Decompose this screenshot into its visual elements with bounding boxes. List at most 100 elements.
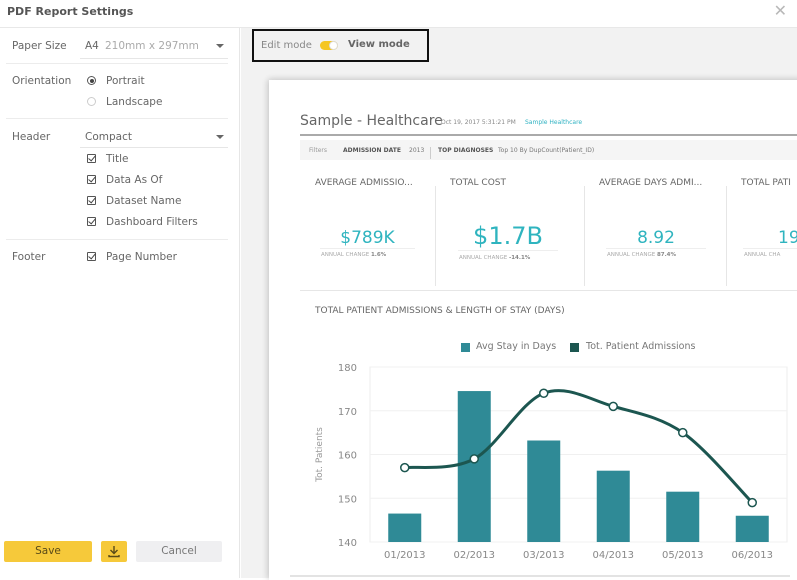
x-tick-label: 03/2013	[523, 550, 565, 561]
header-underline	[80, 147, 228, 148]
kpi-separator	[726, 186, 727, 286]
paper-size-select[interactable]: A4 210mm x 297mm	[80, 34, 228, 58]
chart-title: TOTAL PATIENT ADMISSIONS & LENGTH OF STA…	[315, 306, 565, 316]
y-tick-label: 160	[338, 451, 357, 462]
orientation-label: Orientation	[12, 75, 72, 87]
kpi-name: AVERAGE DAYS ADMI...	[599, 178, 703, 188]
x-tick-label: 04/2013	[592, 550, 634, 561]
y-tick-label: 140	[338, 538, 357, 549]
kpi-name: TOTAL PATI	[741, 178, 791, 188]
line-point	[400, 462, 410, 473]
mode-switch-highlight	[252, 29, 429, 62]
x-tick-label: 02/2013	[453, 550, 495, 561]
y-tick-label: 180	[338, 363, 357, 374]
chart-bottom-rule	[290, 575, 790, 577]
bar	[596, 470, 630, 542]
kpi-rule	[606, 248, 706, 249]
dialog-titlebar: PDF Report Settings ✕	[0, 0, 797, 28]
kpi-change: ANNUAL CHANGE 87.4%	[607, 252, 677, 258]
line-point	[747, 497, 757, 508]
divider	[6, 118, 228, 119]
header-select-value: Compact	[85, 131, 132, 143]
kpi-value: 19	[778, 228, 797, 248]
edit-mode-label: Edit mode	[261, 40, 312, 51]
bar	[666, 491, 700, 542]
y-axis-label: Tot. Patients	[315, 427, 325, 483]
data-as-of-checkbox[interactable]	[87, 175, 96, 184]
page-number-checkbox[interactable]	[87, 252, 96, 261]
title-rule	[300, 134, 797, 136]
filter-name: TOP DIAGNOSES	[438, 147, 494, 154]
dashboard-filters-label: Dashboard Filters	[106, 216, 198, 228]
filters-label: Filters	[309, 147, 327, 154]
dialog-title: PDF Report Settings	[7, 5, 134, 18]
admissions-line	[404, 389, 754, 504]
y-tick-label: 150	[338, 494, 357, 505]
legend-swatch-avg-stay	[461, 343, 470, 352]
x-tick-label: 05/2013	[662, 550, 704, 561]
portrait-radio[interactable]	[87, 76, 96, 85]
kpi-value: $1.7B	[473, 222, 543, 250]
kpi-rule	[320, 248, 415, 249]
landscape-radio[interactable]	[87, 97, 96, 106]
kpi-separator	[435, 186, 436, 286]
bar	[527, 440, 561, 542]
paper-size-dimensions: 210mm x 297mm	[105, 40, 199, 52]
filter-value: Top 10 By DupCount(Patient_ID)	[498, 147, 595, 154]
line-point	[539, 388, 549, 398]
kpi-divider	[300, 290, 797, 291]
bar	[735, 515, 769, 542]
kpi-rule	[458, 250, 558, 251]
dataset-name-checkbox[interactable]	[87, 196, 96, 205]
dashboard-filters-checkbox[interactable]	[87, 217, 96, 226]
x-tick-label: 01/2013	[384, 550, 426, 561]
kpi-name: TOTAL COST	[450, 178, 506, 188]
mode-toggle[interactable]	[320, 41, 338, 50]
divider	[6, 63, 228, 64]
legend-swatch-admissions	[570, 343, 579, 352]
filter-value: 2013	[409, 147, 425, 154]
paper-size-underline	[80, 58, 228, 59]
footer-label: Footer	[12, 251, 46, 263]
view-mode-label: View mode	[348, 39, 410, 50]
download-button[interactable]	[101, 541, 127, 562]
header-label: Header	[12, 131, 51, 143]
landscape-label: Landscape	[106, 96, 163, 108]
download-icon	[108, 546, 120, 558]
legend-label-admissions: Tot. Patient Admissions	[586, 341, 696, 352]
combo-chart: 140 150 160 170 180 Tot. Patients 01/2013 02/20…	[315, 363, 788, 561]
bar	[388, 513, 422, 542]
report-title: Sample - Healthcare	[300, 113, 443, 129]
line-point	[469, 454, 479, 464]
kpi-name: AVERAGE ADMISSIO...	[315, 178, 413, 188]
paper-size-value: A4	[85, 40, 99, 52]
filter-separator	[430, 147, 431, 159]
close-icon[interactable]: ✕	[773, 1, 787, 20]
title-option-label: Title	[106, 153, 129, 165]
kpi-change: ANNUAL CHA	[744, 252, 781, 258]
line-point	[608, 401, 618, 412]
x-tick-label: 06/2013	[731, 550, 773, 561]
save-button[interactable]: Save	[4, 541, 92, 562]
dataset-name-label: Dataset Name	[106, 195, 182, 207]
kpi-value: $789K	[340, 228, 395, 248]
settings-panel	[0, 28, 240, 578]
kpi-value: 8.92	[637, 228, 675, 248]
bar	[457, 391, 491, 542]
report-date: Oct 19, 2017 5:31:21 PM	[441, 119, 516, 126]
kpi-change: ANNUAL CHANGE 1.6%	[321, 252, 387, 258]
page-number-label: Page Number	[106, 251, 177, 263]
filter-name: ADMISSION DATE	[343, 147, 401, 154]
filters-bar: Filters ADMISSION DATE 2013 TOP DIAGNOSE…	[300, 140, 797, 160]
paper-size-label: Paper Size	[12, 40, 67, 52]
portrait-label: Portrait	[106, 75, 145, 87]
kpi-change: ANNUAL CHANGE -14.1%	[459, 255, 531, 261]
dataset-link[interactable]: Sample Healthcare	[525, 119, 583, 126]
kpi-separator	[584, 186, 585, 286]
data-as-of-label: Data As Of	[106, 174, 163, 186]
kpi-rule	[743, 248, 797, 249]
header-select[interactable]: Compact	[80, 126, 228, 148]
cancel-button[interactable]: Cancel	[136, 541, 222, 562]
title-checkbox[interactable]	[87, 154, 96, 163]
y-tick-label: 170	[338, 407, 357, 418]
